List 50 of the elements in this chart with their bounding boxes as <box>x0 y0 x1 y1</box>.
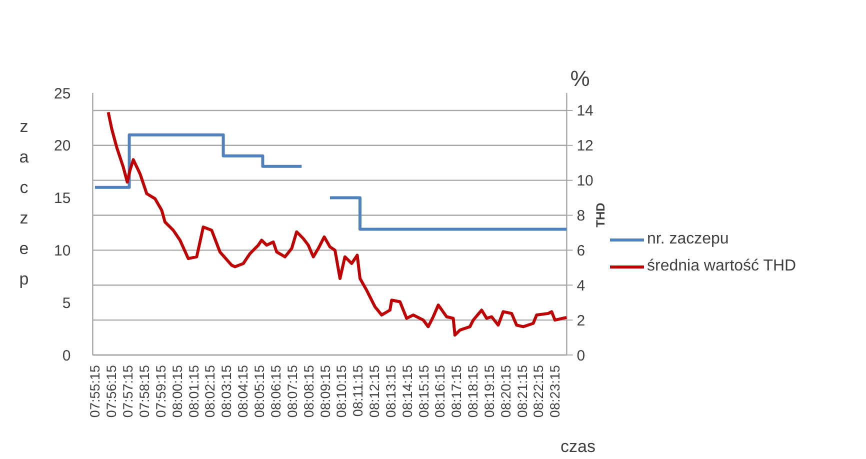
x-tick-label: 08:02:15 <box>202 365 218 418</box>
x-tick-label: 08:00:15 <box>170 365 185 418</box>
y2-tick-label: 2 <box>576 312 586 330</box>
x-tick-label: 08:13:15 <box>383 365 398 418</box>
y2-tick-label: 14 <box>576 102 594 120</box>
x-tick-label: 07:57:15 <box>120 365 136 418</box>
x-tick-label: 08:18:15 <box>466 365 481 418</box>
x-tick-label: 08:07:15 <box>284 365 300 418</box>
y2-tick-label: 10 <box>576 172 594 190</box>
text: % <box>570 66 590 91</box>
x-tick-label: 08:15:15 <box>416 365 432 418</box>
x-tick-label: 08:20:15 <box>498 365 514 418</box>
x-tick-label: 08:04:15 <box>236 365 251 418</box>
x-tick-label: 08:17:15 <box>449 365 464 418</box>
x-tick-label: 07:56:15 <box>104 365 120 418</box>
x-tick-label: 07:59:15 <box>153 365 168 418</box>
y2-tick-label: 8 <box>576 208 586 225</box>
x-tick-label: 08:03:15 <box>219 365 234 418</box>
legend-label: średnia wartość THD <box>647 258 796 275</box>
legend-label: nr. zaczepu <box>647 230 729 248</box>
y-tick-label: 0 <box>62 347 71 364</box>
x-tick-label: 08:05:15 <box>252 365 267 418</box>
y-tick-label: 5 <box>62 294 71 312</box>
line-series <box>106 110 568 337</box>
y-tick-label: 20 <box>54 138 71 155</box>
x-axis-title: czas <box>560 437 596 456</box>
y2-axis-title: THD <box>594 202 608 228</box>
y2-tick-label: 4 <box>576 277 586 294</box>
x-tick-label: 08:09:15 <box>318 365 333 418</box>
y-tick-label: 10 <box>54 242 71 260</box>
y2-tick-label: 6 <box>576 242 586 260</box>
y2-tick-label: 0 <box>576 347 586 364</box>
x-tick-label: 07:58:15 <box>136 365 152 418</box>
x-tick-label: 08:22:15 <box>531 365 546 418</box>
y-axis-title: zaczep <box>19 117 30 288</box>
y-tick-label: 25 <box>54 85 71 102</box>
x-tick-label: 08:08:15 <box>301 365 316 418</box>
y2-tick-label: 12 <box>576 138 594 155</box>
x-tick-label: 08:23:15 <box>548 365 563 418</box>
x-tick-label: 08:21:15 <box>514 365 530 418</box>
x-tick-label: 08:06:15 <box>268 365 284 418</box>
x-tick-label: 07:55:15 <box>88 365 103 418</box>
x-tick-label: 08:10:15 <box>334 365 350 418</box>
x-tick-label: 08:01:15 <box>186 365 202 418</box>
x-tick-label: 08:14:15 <box>400 365 415 418</box>
y-tick-label: 15 <box>54 190 71 208</box>
x-tick-label: 08:11:15 <box>350 365 366 417</box>
x-tick-label: 08:12:15 <box>367 365 382 418</box>
x-tick-label: 08:19:15 <box>482 365 497 418</box>
x-tick-label: 08:16:15 <box>432 365 448 418</box>
